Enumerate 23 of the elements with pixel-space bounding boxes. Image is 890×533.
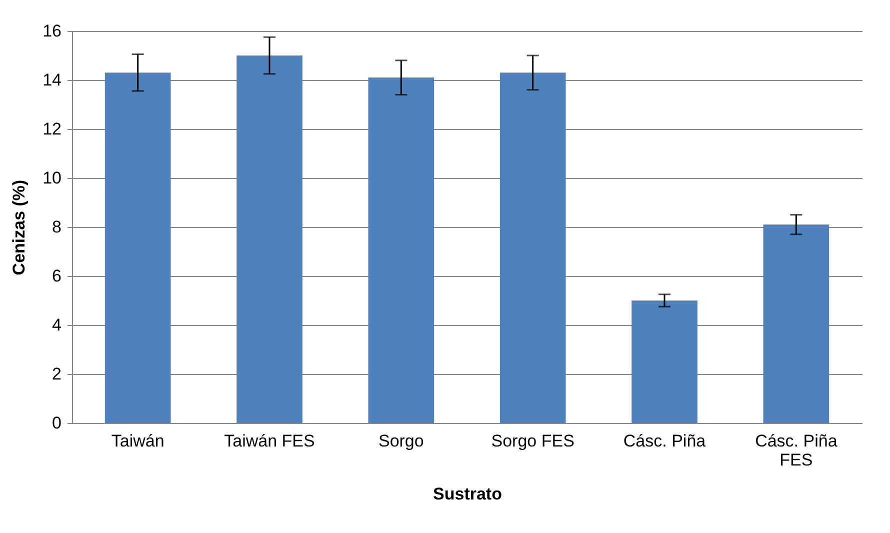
- y-tick-label: 14: [42, 70, 62, 90]
- y-tick-label: 10: [42, 168, 62, 188]
- y-tick-label: 0: [52, 414, 62, 432]
- bar: [500, 72, 566, 423]
- y-tick-label: 4: [52, 316, 62, 334]
- x-tick-label: Taiwán FES: [224, 432, 315, 450]
- bar: [104, 72, 171, 423]
- x-tick-label: Sorgo: [378, 432, 424, 450]
- x-tick-label: Cásc. Piña FES: [755, 432, 838, 470]
- x-axis-title: Sustrato: [433, 484, 502, 504]
- y-tick-label: 2: [52, 364, 62, 384]
- y-tick-label: 12: [42, 120, 62, 138]
- y-axis-title: Cenizas (%): [10, 180, 29, 276]
- x-tick-label: Cásc. Piña: [623, 432, 706, 450]
- x-tick-label: Taiwán: [111, 432, 164, 450]
- bar: [763, 224, 830, 423]
- bar: [368, 78, 434, 423]
- bar: [632, 300, 698, 423]
- y-tick-label: 6: [52, 266, 62, 286]
- y-tick-label: 8: [52, 218, 62, 236]
- x-tick-label: Sorgo FES: [491, 432, 574, 450]
- y-tick-label: 16: [42, 22, 62, 40]
- bar: [236, 56, 302, 423]
